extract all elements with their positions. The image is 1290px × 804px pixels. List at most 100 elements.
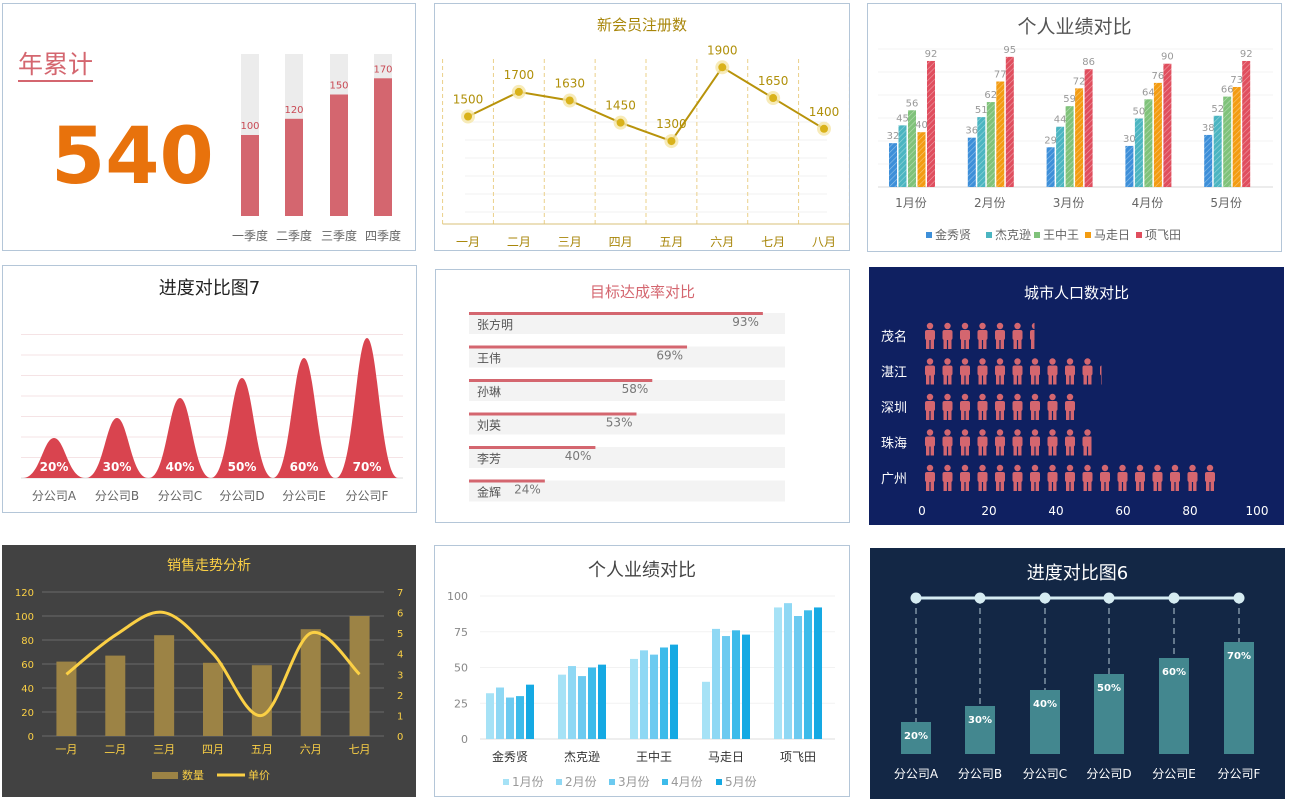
perf2-title: 个人业绩对比 [588,560,696,581]
sales-y-tick: 0 [28,732,34,743]
person-icon [961,339,965,349]
person-icon [942,401,953,411]
perf2-bar [630,658,638,739]
person-icon [965,445,969,456]
perf2-x-tick: 项飞田 [780,750,816,764]
person-icon [930,445,934,456]
person-icon [965,481,969,491]
progress6-x-tick: 分公司E [1152,767,1196,781]
person-icon [1088,481,1092,491]
person-icon [925,436,935,447]
annual-bar [241,135,259,216]
perf2-x-tick: 金秀贤 [492,749,528,764]
person-icon [1070,374,1074,385]
target-chart: 张方明 93% 王伟 69% 孙琳 58% 刘英 53% 李芳 40% 金辉 24% [469,312,785,502]
perf2-bar [670,644,678,739]
person-icon [1035,481,1039,491]
person-icon [1118,481,1122,491]
perf1-data-label: 62 [984,90,997,101]
perf1-data-label: 64 [1142,87,1155,98]
perf2-legend-swatch [609,779,615,785]
target-track [469,480,785,502]
person-icon [1031,358,1039,365]
members-data-label: 1400 [809,105,840,119]
person-icon [965,410,969,420]
person-icon [979,464,986,472]
sales-x-tick: 二月 [104,743,126,756]
target-bar [469,345,688,349]
person-icon [1018,374,1022,385]
progress7-wave [149,398,211,478]
annual-panel: 年累计 540 100 一季度 120 二季度 150 三季度 170 四季度 [2,3,416,251]
perf1-data-label: 30 [1123,134,1136,145]
person-icon [1084,464,1091,472]
progress7-panel: 进度对比图7 20% 分公司A 30% 分公司B 40% 分公司C 50% 分公司D 60% 分公… [2,265,417,513]
annual-x-tick: 四季度 [365,228,401,243]
progress7-x-tick: 分公司C [158,489,202,503]
perf2-x-tick: 杰克逊 [564,750,600,764]
annual-total: 540 [51,112,214,202]
perf2-bar [526,684,534,739]
perf1-data-label: 77 [994,70,1007,81]
person-icon [1000,445,1004,456]
progress6-bar [1159,658,1189,754]
perf1-data-label: 76 [1152,71,1165,82]
perf1-bar [1046,147,1055,187]
perf1-data-label: 59 [1063,94,1076,105]
perf1-legend-swatch [1136,232,1142,238]
person-icon [943,481,947,491]
target-y-tick: 王伟 [477,352,501,366]
person-icon [1013,481,1017,491]
perf1-data-label: 45 [896,113,909,124]
person-icon [1031,481,1035,491]
sales-y2-tick: 6 [397,609,403,620]
person-icon [1083,445,1087,456]
progress6-x-tick: 分公司D [1086,767,1131,781]
sales-y-tick: 120 [15,588,34,599]
sales-y2-tick: 2 [397,691,403,702]
person-icon [1065,401,1075,411]
person-icon [1171,481,1175,491]
perf1-data-label: 51 [975,105,988,116]
person-icon [925,330,935,340]
person-icon [965,374,969,385]
perf1-data-label: 56 [906,98,919,109]
city-x-tick: 80 [1182,504,1197,518]
perf1-bar [1075,88,1084,187]
person-icon [960,330,970,340]
person-icon [1066,374,1070,385]
members-point [667,137,676,146]
annual-chart: 100 一季度 120 二季度 150 三季度 170 四季度 [232,54,401,243]
sales-y-tick: 80 [21,636,34,647]
person-icon [1066,393,1074,401]
perf2-bar [702,681,710,739]
perf1-data-label: 86 [1082,57,1095,68]
perf1-bar [1056,126,1065,187]
perf1-data-label: 29 [1044,135,1057,146]
perf1-bar [1153,82,1162,187]
perf1-title: 个人业绩对比 [1017,16,1132,38]
person-icon [1070,481,1074,491]
progress6-bar [1224,642,1254,754]
person-icon [1088,445,1092,456]
sales-bar [203,662,223,736]
progress7-wave [86,418,148,478]
perf1-bar [1005,56,1014,187]
person-icon [930,339,934,349]
person-icon [1053,410,1057,420]
perf1-bar [977,117,986,187]
annual-x-tick: 一季度 [232,228,268,243]
person-icon [1049,393,1056,401]
person-icon [1210,481,1214,491]
person-icon [925,401,935,411]
person-icon [1170,472,1180,482]
perf1-bar [1232,86,1241,187]
person-icon [1012,401,1023,411]
person-icon [977,436,988,447]
person-icon [1065,472,1075,482]
person-icon [1152,472,1163,482]
perf2-bar [774,607,782,739]
person-icon [1082,436,1092,447]
target-bar [469,446,596,449]
